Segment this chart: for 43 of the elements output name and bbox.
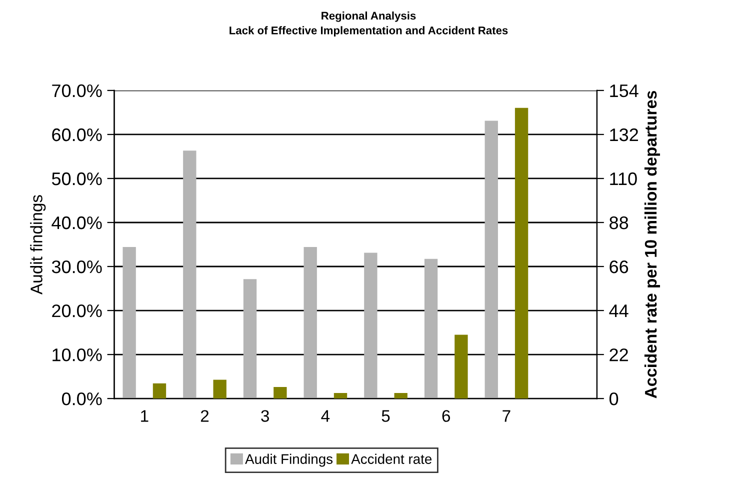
- y-tick-label: 50.0%: [52, 172, 102, 186]
- bar: [274, 386, 287, 399]
- chart-title: Regional Analysis: [322, 12, 416, 22]
- y-tick-label: 20.0%: [52, 304, 102, 318]
- bar: [484, 120, 498, 399]
- y-tick-label: 40.0%: [52, 216, 102, 230]
- x-tick-label: 4: [321, 410, 330, 422]
- bar: [334, 392, 348, 399]
- bar: [424, 258, 438, 399]
- y-tick-label: 60.0%: [52, 128, 102, 142]
- x-tick-label: 2: [200, 410, 209, 422]
- y2-tick-label: 0: [609, 392, 618, 406]
- y2-tick-label: 88: [610, 216, 628, 230]
- x-tick-label: 5: [382, 410, 390, 422]
- bar: [514, 108, 528, 399]
- bar: [152, 383, 166, 399]
- chart-subtitle: Lack of Effective Implementation and Accident Rates: [230, 26, 508, 37]
- bar: [243, 279, 257, 399]
- y2-tick-label: 66: [610, 260, 628, 274]
- y-axis-title: Audit findings: [30, 195, 46, 294]
- x-tick-label: 7: [502, 410, 510, 422]
- y-tick-label: 30.0%: [52, 260, 102, 274]
- x-tick-label: 6: [442, 410, 450, 422]
- y-tick-label: 10.0%: [52, 348, 102, 362]
- bar: [454, 334, 468, 399]
- y2-tick-label: 132: [610, 128, 638, 142]
- bar: [304, 247, 317, 399]
- y2-axis-title: Accident rate per 10 million departures: [644, 90, 660, 398]
- legend-label: Audit Findings: [245, 454, 333, 467]
- x-tick-label: 1: [141, 410, 148, 422]
- y2-tick-label: 22: [610, 348, 628, 362]
- y2-tick-label: 110: [610, 172, 637, 186]
- y2-tick-label: 44: [609, 304, 628, 318]
- legend-label: Accident rate: [351, 454, 432, 464]
- x-tick-label: 3: [261, 410, 269, 422]
- bar: [213, 380, 226, 399]
- bar: [183, 150, 196, 399]
- y-tick-label: 0.0%: [62, 392, 102, 406]
- bar: [394, 392, 408, 399]
- y2-tick-label: 154: [610, 84, 638, 98]
- bar: [364, 252, 378, 399]
- y-tick-label: 70.0%: [52, 84, 102, 98]
- bar: [122, 247, 136, 399]
